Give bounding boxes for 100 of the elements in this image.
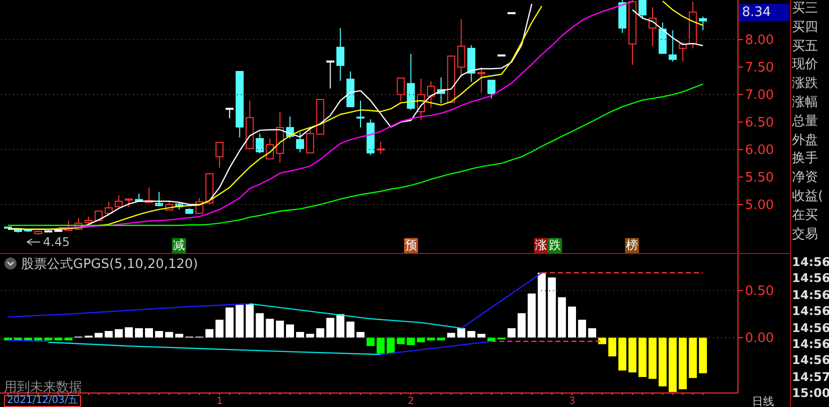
text: 买三	[792, 0, 818, 18]
bar	[688, 338, 697, 378]
y-tick-label: 6.00	[745, 143, 774, 158]
candlestick	[114, 194, 123, 208]
bar	[366, 338, 375, 346]
text: 在买	[792, 206, 818, 225]
candlestick	[306, 128, 314, 154]
bar	[236, 304, 244, 338]
y-tick-label: 0.50	[745, 284, 774, 300]
bar	[296, 332, 304, 338]
annotation: 4.45	[42, 234, 71, 249]
line-series	[48, 342, 382, 356]
candlestick	[155, 191, 164, 207]
text: 外盘	[792, 132, 818, 150]
candlestick	[336, 28, 344, 82]
candlestick	[477, 66, 486, 94]
bar	[124, 327, 133, 338]
bar	[518, 313, 526, 338]
text: 2021/12/03/五	[4, 395, 82, 407]
bar	[427, 338, 435, 340]
bar	[316, 328, 324, 338]
bar	[678, 338, 687, 390]
bar	[578, 320, 586, 338]
bar	[34, 338, 42, 340]
bar	[608, 338, 616, 356]
bar	[548, 277, 556, 338]
bar	[155, 331, 164, 338]
candlestick	[216, 142, 224, 168]
x-tick-label: 3	[568, 396, 576, 407]
bar	[346, 322, 354, 338]
candlestick	[698, 16, 707, 31]
bar	[598, 338, 606, 344]
bar	[306, 334, 314, 338]
candlestick	[487, 80, 496, 99]
bar	[276, 320, 284, 338]
bar	[256, 313, 264, 338]
text: 涨幅	[792, 94, 818, 112]
annotation: 涨跌	[534, 238, 562, 253]
y-tick-label: 7.50	[745, 60, 774, 76]
bar	[447, 332, 456, 338]
annotation: 用到未来数据	[4, 379, 82, 395]
text: 买五	[792, 38, 818, 56]
bar	[668, 338, 677, 392]
text: 净资	[792, 169, 818, 188]
text: 总量	[792, 112, 818, 131]
bar	[648, 338, 657, 379]
bar	[356, 332, 364, 338]
bar	[406, 338, 415, 346]
bar	[175, 334, 184, 338]
bar	[558, 297, 566, 338]
candlestick	[638, 0, 646, 19]
y-tick-label: 7.00	[745, 88, 774, 104]
candlestick	[104, 201, 113, 216]
candlestick	[256, 133, 264, 154]
bar	[386, 338, 395, 354]
bar	[216, 320, 224, 338]
text: 换手	[792, 150, 818, 168]
bar	[568, 306, 576, 338]
bar	[286, 324, 294, 338]
bar	[165, 332, 174, 338]
bar	[376, 338, 385, 354]
bar	[416, 338, 425, 342]
bar	[114, 329, 123, 338]
annotation: 榜	[625, 238, 639, 253]
bar	[538, 272, 546, 338]
y-tick-label: 8.00	[745, 33, 774, 48]
text: 日线	[752, 395, 774, 407]
text: 现价	[792, 56, 818, 74]
line-series	[249, 303, 462, 329]
candlestick	[356, 100, 364, 128]
bar	[588, 328, 596, 338]
bar	[628, 338, 636, 372]
candlestick	[296, 132, 304, 153]
line-series	[7, 303, 250, 318]
y-tick-label: 5.00	[745, 198, 774, 214]
candlestick	[668, 30, 677, 62]
bar	[134, 328, 143, 338]
annotation: 减	[172, 238, 186, 253]
bar	[104, 331, 113, 338]
bar	[467, 331, 476, 338]
bar	[618, 338, 626, 370]
candlestick	[457, 18, 466, 78]
bar	[24, 338, 32, 340]
bar	[508, 328, 516, 338]
text: 涨跌	[792, 75, 818, 94]
text: 买四	[792, 18, 818, 37]
bar	[266, 318, 274, 338]
text: 交易	[792, 226, 818, 244]
bar	[396, 338, 405, 344]
bar	[477, 334, 486, 338]
bar	[698, 338, 707, 374]
text: 收益(	[792, 188, 824, 206]
y-tick-label: 0.00	[745, 331, 774, 346]
bar	[226, 308, 234, 338]
y-tick-label: 5.50	[745, 170, 774, 186]
text: 8.34	[739, 4, 789, 21]
bar	[44, 338, 52, 340]
bar	[145, 328, 153, 338]
bar	[528, 293, 536, 338]
x-tick-label: 1	[216, 396, 223, 407]
